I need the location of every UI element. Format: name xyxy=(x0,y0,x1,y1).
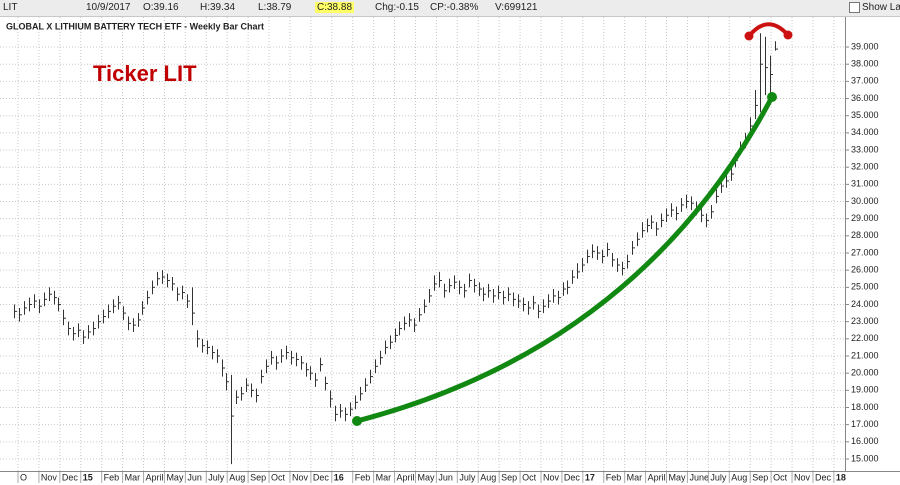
trend-end-dot xyxy=(767,92,777,102)
x-tick-label: Nov xyxy=(292,472,309,482)
y-tick-label: 19.000 xyxy=(851,385,879,395)
x-tick-label: Jun xyxy=(438,472,453,482)
x-tick-label: July xyxy=(208,472,225,482)
x-tick-label: 18 xyxy=(836,472,846,482)
x-tick-label: Nov xyxy=(543,472,560,482)
toolbar: LIT 10/9/2017 O:39.16 H:39.34 L:38.79 C:… xyxy=(0,0,900,17)
show-last-label[interactable]: Show Last xyxy=(862,2,900,13)
x-tick-label: Dec xyxy=(815,472,832,482)
y-tick-label: 17.000 xyxy=(851,419,879,429)
x-tick-label: Sep xyxy=(752,472,768,482)
y-tick-label: 20.000 xyxy=(851,368,879,378)
y-tick-label: 31.000 xyxy=(851,179,879,189)
y-tick-label: 16.000 xyxy=(851,436,879,446)
chart-title: GLOBAL X LITHIUM BATTERY TECH ETF - Week… xyxy=(6,21,264,31)
x-tick-label: Feb xyxy=(104,472,120,482)
y-tick-label: 15.000 xyxy=(851,453,879,463)
change: Chg:-0.15 xyxy=(375,2,419,13)
x-tick-label: Dec xyxy=(313,472,330,482)
annotation: Ticker LIT xyxy=(93,61,197,86)
x-tick-label: 15 xyxy=(83,472,93,482)
x-tick-label: Aug xyxy=(480,472,496,482)
x-tick-label: Dec xyxy=(62,472,79,482)
y-tick-label: 34.000 xyxy=(851,127,879,137)
y-tick-label: 30.000 xyxy=(851,196,879,206)
x-tick-label: Mar xyxy=(125,472,141,482)
y-tick-label: 28.000 xyxy=(851,230,879,240)
show-last-checkbox[interactable] xyxy=(849,2,860,13)
x-tick-label: May xyxy=(669,472,687,482)
y-tick-label: 22.000 xyxy=(851,333,879,343)
y-tick-label: 29.000 xyxy=(851,213,879,223)
top-arc xyxy=(747,22,790,38)
y-tick-label: 24.000 xyxy=(851,299,879,309)
x-tick-label: Jun xyxy=(187,472,202,482)
y-tick-label: 38.000 xyxy=(851,59,879,69)
y-tick-label: 23.000 xyxy=(851,316,879,326)
y-tick-label: 32.000 xyxy=(851,162,879,172)
open: O:39.16 xyxy=(143,2,179,13)
y-tick-label: 26.000 xyxy=(851,265,879,275)
x-tick-label: April xyxy=(146,472,164,482)
trend-curve xyxy=(354,94,775,424)
x-tick-label: Nov xyxy=(794,472,811,482)
change-percent: CP:-0.38% xyxy=(430,2,479,13)
x-tick-label: Dec xyxy=(564,472,581,482)
x-tick-label: June xyxy=(689,472,709,482)
y-tick-label: 25.000 xyxy=(851,282,879,292)
x-tick-label: Nov xyxy=(41,472,58,482)
y-tick-label: 21.000 xyxy=(851,350,879,360)
volume: V:699121 xyxy=(495,2,538,13)
x-tick-label: Mar xyxy=(376,472,392,482)
x-tick-label: Sep xyxy=(501,472,517,482)
x-tick-label: Aug xyxy=(229,472,245,482)
x-tick-label: O xyxy=(20,472,27,482)
x-tick-label: April xyxy=(397,472,415,482)
x-tick-label: July xyxy=(710,472,727,482)
x-tick-label: Sep xyxy=(250,472,266,482)
x-tick-label: Aug xyxy=(731,472,747,482)
chart: 15.000 16.000 17.000 18.000 19.000 20.000 21.0… xyxy=(0,17,900,483)
x-tick-label: Oct xyxy=(271,472,286,482)
y-tick-label: 33.000 xyxy=(851,144,879,154)
x-tick-label: May xyxy=(417,472,435,482)
y-tick-label: 39.000 xyxy=(851,41,879,51)
y-tick-label: 37.000 xyxy=(851,76,879,86)
x-tick-label: 16 xyxy=(334,472,344,482)
x-tick-label: 17 xyxy=(585,472,595,482)
low: L:38.79 xyxy=(258,2,292,13)
y-tick-label: 36.000 xyxy=(851,93,879,103)
y-tick-label: 35.000 xyxy=(851,110,879,120)
x-tick-label: July xyxy=(459,472,476,482)
x-tick-label: Feb xyxy=(355,472,371,482)
x-tick-label: May xyxy=(166,472,184,482)
date: 10/9/2017 xyxy=(86,2,131,13)
x-tick-label: April xyxy=(648,472,666,482)
y-tick-label: 18.000 xyxy=(851,402,879,412)
y-tick-label: 27.000 xyxy=(851,247,879,257)
x-tick-label: Oct xyxy=(522,472,537,482)
close: C:38.88 xyxy=(315,2,355,13)
trend-start-dot xyxy=(352,416,362,426)
x-tick-label: Feb xyxy=(606,472,622,482)
top-arc-left-dot xyxy=(744,31,754,41)
top-arc-right-dot xyxy=(783,30,793,40)
high: H:39.34 xyxy=(200,2,236,13)
x-tick-label: Oct xyxy=(773,472,788,482)
x-tick-label: Mar xyxy=(627,472,643,482)
symbol: LIT xyxy=(3,2,18,13)
